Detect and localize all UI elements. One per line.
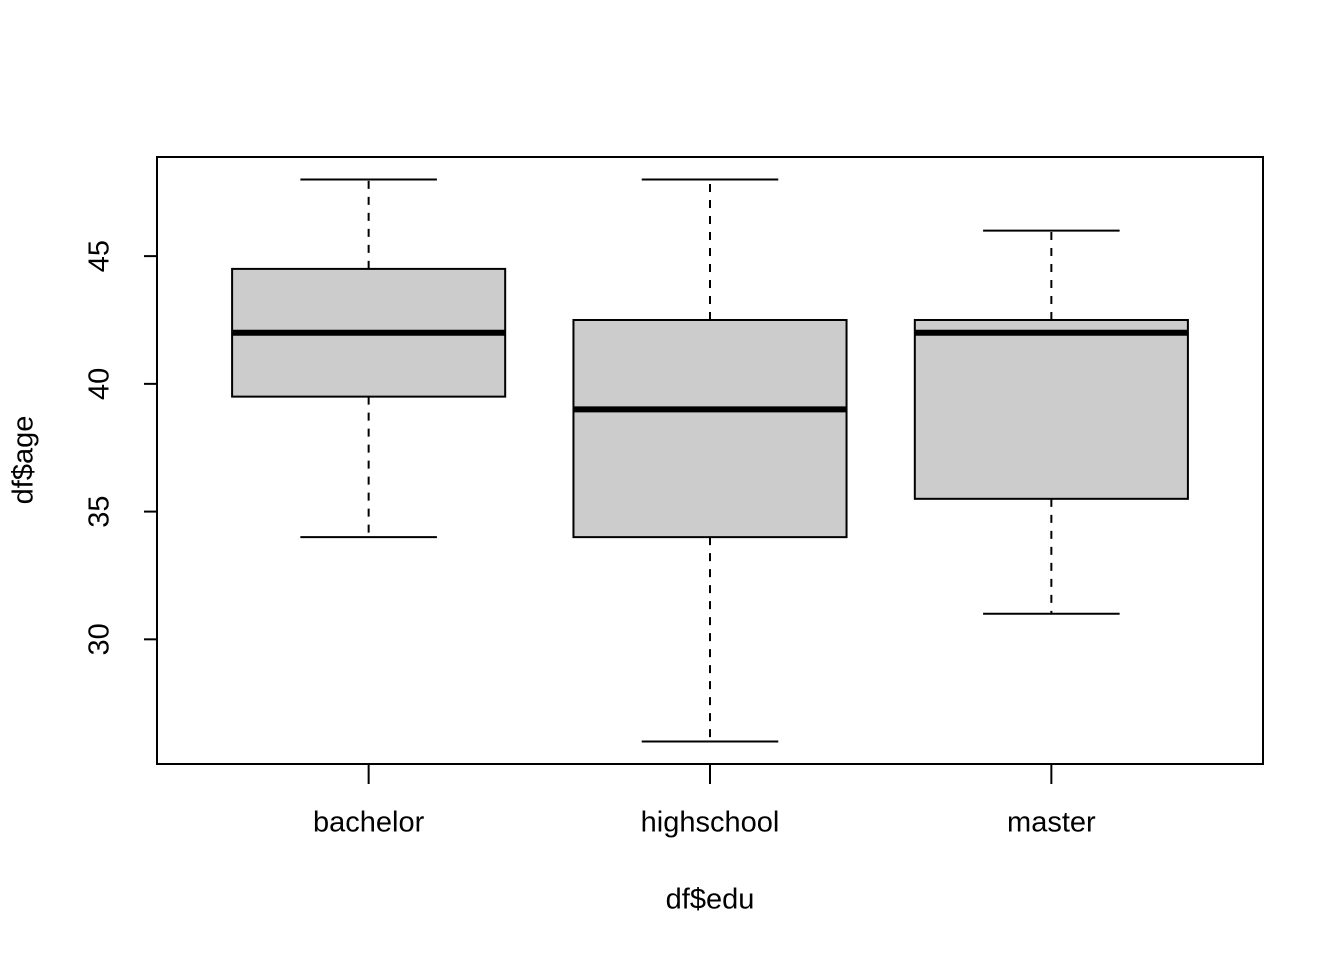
x-tick-label: highschool [641, 807, 780, 839]
y-tick-label: 40 [84, 368, 116, 400]
box [913, 318, 1189, 500]
y-axis-title: df$age [8, 416, 40, 505]
x-axis-title: df$edu [666, 884, 755, 916]
box [572, 318, 848, 539]
y-tick-label: 30 [84, 623, 116, 655]
x-tick-label: bachelor [313, 807, 425, 839]
y-tick-label: 45 [84, 240, 116, 272]
x-tick-label: master [1007, 807, 1096, 839]
y-tick-label: 35 [84, 495, 116, 527]
